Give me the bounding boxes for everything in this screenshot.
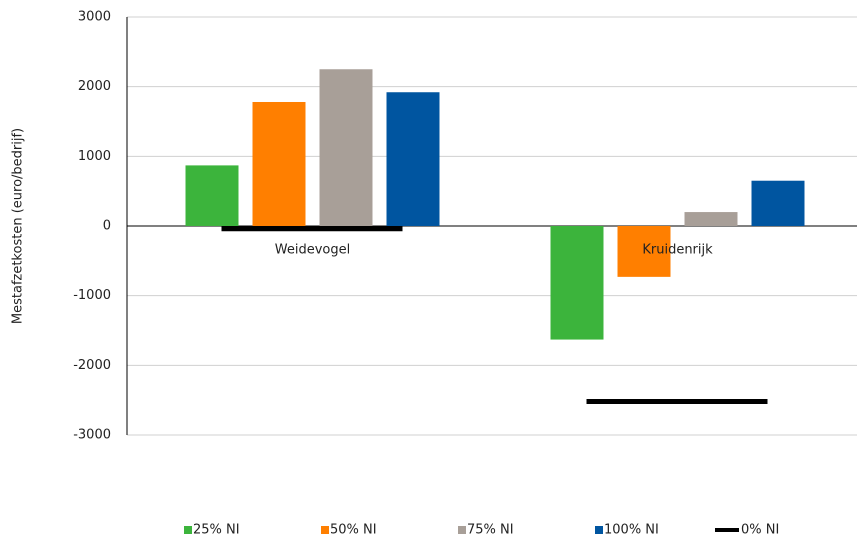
y-tick-label: -3000 bbox=[73, 428, 111, 443]
y-tick-label: -2000 bbox=[73, 358, 111, 373]
y-tick-label: 0 bbox=[103, 219, 111, 234]
legend-swatch bbox=[595, 526, 603, 534]
legend-label: 25% NI bbox=[193, 523, 240, 538]
y-tick-label: 2000 bbox=[78, 79, 111, 94]
bar bbox=[185, 165, 239, 226]
x-tick-label: Kruidenrijk bbox=[642, 243, 713, 258]
y-tick-label: 3000 bbox=[78, 10, 111, 25]
bar bbox=[751, 180, 805, 226]
legend-label: 75% NI bbox=[467, 523, 514, 538]
legend-swatch bbox=[458, 526, 466, 534]
x-tick-label: Weidevogel bbox=[275, 243, 350, 258]
bar bbox=[252, 101, 306, 226]
bar bbox=[684, 212, 738, 226]
bar bbox=[617, 226, 671, 277]
legend-swatch bbox=[184, 526, 192, 534]
bar bbox=[550, 226, 604, 340]
bar bbox=[319, 69, 373, 226]
y-axis-label: Mestafzetkosten (euro/bedrijf) bbox=[11, 128, 26, 324]
bar bbox=[386, 92, 440, 227]
y-tick-label: 1000 bbox=[78, 149, 111, 164]
legend-label: 50% NI bbox=[330, 523, 377, 538]
y-tick-label: -1000 bbox=[73, 288, 111, 303]
legend-swatch bbox=[321, 526, 329, 534]
legend-label: 100% NI bbox=[604, 523, 659, 538]
legend-label: 0% NI bbox=[741, 523, 779, 538]
